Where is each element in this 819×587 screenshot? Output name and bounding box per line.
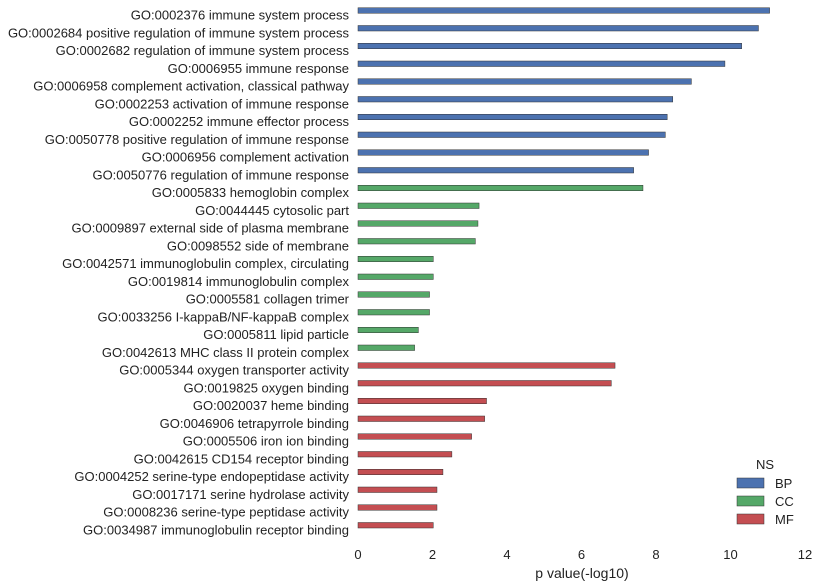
bar-cc bbox=[357, 238, 476, 245]
legend: NS BP CC MF bbox=[736, 457, 794, 527]
bar-bp bbox=[357, 78, 692, 85]
x-tick-label: 0 bbox=[354, 547, 361, 562]
bar-bp bbox=[357, 131, 666, 138]
category-label: GO:0005506 iron ion binding bbox=[183, 434, 349, 449]
bar-cc bbox=[357, 256, 434, 262]
legend-label-cc: CC bbox=[775, 494, 794, 509]
bar-cc bbox=[357, 185, 644, 191]
legend-label-mf: MF bbox=[775, 512, 794, 527]
bar-mf bbox=[357, 486, 438, 493]
bar-mf bbox=[357, 362, 616, 369]
bar-bp bbox=[357, 149, 649, 156]
bar-mf bbox=[357, 451, 453, 458]
category-label: GO:0042571 immunoglobulin complex, circu… bbox=[62, 256, 349, 271]
legend-swatch-mf bbox=[736, 513, 765, 525]
bar-cc bbox=[357, 309, 430, 316]
category-label: GO:0009897 external side of plasma membr… bbox=[72, 221, 350, 236]
category-label: GO:0033256 I-kappaB/NF-kappaB complex bbox=[98, 309, 350, 324]
category-label: GO:0008236 serine-type peptidase activit… bbox=[103, 505, 349, 520]
category-label: GO:0098552 side of membrane bbox=[167, 238, 349, 253]
x-axis-label: p value(-log10) bbox=[535, 565, 628, 581]
bars-layer bbox=[357, 7, 770, 529]
bar-cc bbox=[357, 327, 419, 333]
bar-mf bbox=[357, 469, 444, 475]
legend-swatch-cc bbox=[736, 495, 765, 507]
category-label: GO:0002682 regulation of immune system p… bbox=[56, 43, 350, 58]
category-label: GO:0002252 immune effector process bbox=[129, 114, 350, 129]
category-label: GO:0019814 immunoglobulin complex bbox=[128, 274, 350, 289]
legend-swatch-bp bbox=[736, 477, 765, 489]
category-label: GO:0046906 tetrapyrrole binding bbox=[160, 416, 349, 431]
category-label: GO:0050778 positive regulation of immune… bbox=[45, 132, 349, 147]
x-tick-label: 6 bbox=[578, 547, 585, 562]
x-tick-label: 12 bbox=[798, 547, 812, 562]
category-label: GO:0004252 serine-type endopeptidase act… bbox=[74, 469, 349, 484]
category-label: GO:0006955 immune response bbox=[168, 61, 349, 76]
category-label: GO:0002376 immune system process bbox=[131, 8, 350, 23]
x-axis: 0 2 4 6 8 10 12 bbox=[354, 547, 812, 562]
category-label: GO:0042615 CD154 receptor binding bbox=[134, 451, 349, 466]
bar-mf bbox=[357, 398, 487, 404]
bar-bp bbox=[357, 114, 668, 120]
bar-bp bbox=[357, 167, 634, 174]
bar-bp bbox=[357, 7, 770, 14]
x-tick-label: 2 bbox=[429, 547, 436, 562]
x-tick-label: 4 bbox=[503, 547, 510, 562]
category-label: GO:0034987 immunoglobulin receptor bindi… bbox=[83, 522, 349, 537]
category-label: GO:0042613 MHC class II protein complex bbox=[102, 345, 350, 360]
category-label: GO:0005344 oxygen transporter activity bbox=[119, 363, 349, 378]
bar-cc bbox=[357, 220, 479, 227]
x-tick-label: 10 bbox=[723, 547, 737, 562]
category-label: GO:0005833 hemoglobin complex bbox=[152, 185, 350, 200]
category-label: GO:0017171 serine hydrolase activity bbox=[132, 487, 349, 502]
bar-bp bbox=[357, 25, 759, 32]
category-label: GO:0002684 positive regulation of immune… bbox=[8, 25, 350, 40]
category-label: GO:0005811 lipid particle bbox=[203, 327, 349, 342]
bar-mf bbox=[357, 415, 485, 422]
bar-cc bbox=[357, 291, 430, 298]
legend-title: NS bbox=[756, 457, 774, 472]
bar-mf bbox=[357, 522, 434, 529]
category-label: GO:0006958 complement activation, classi… bbox=[33, 79, 349, 94]
bar-bp bbox=[357, 60, 726, 67]
bar-bp bbox=[357, 96, 674, 103]
legend-label-bp: BP bbox=[775, 476, 792, 491]
bar-cc bbox=[357, 344, 415, 351]
category-labels: GO:0002376 immune system process GO:00026… bbox=[8, 8, 350, 538]
bar-mf bbox=[357, 380, 612, 387]
category-label: GO:0006956 complement activation bbox=[142, 150, 349, 165]
category-label: GO:0019825 oxygen binding bbox=[183, 380, 349, 395]
bar-cc bbox=[357, 202, 480, 209]
bar-bp bbox=[357, 43, 742, 49]
category-label: GO:0002253 activation of immune response bbox=[95, 96, 349, 111]
category-label: GO:0044445 cytosolic part bbox=[195, 203, 349, 218]
bar-cc bbox=[357, 273, 434, 280]
bar-mf bbox=[357, 504, 438, 511]
category-label: GO:0005581 collagen trimer bbox=[186, 292, 350, 307]
category-label: GO:0020037 heme binding bbox=[193, 398, 349, 413]
category-label: GO:0050776 regulation of immune response bbox=[92, 167, 349, 182]
bar-mf bbox=[357, 433, 472, 440]
x-tick-label: 8 bbox=[652, 547, 659, 562]
